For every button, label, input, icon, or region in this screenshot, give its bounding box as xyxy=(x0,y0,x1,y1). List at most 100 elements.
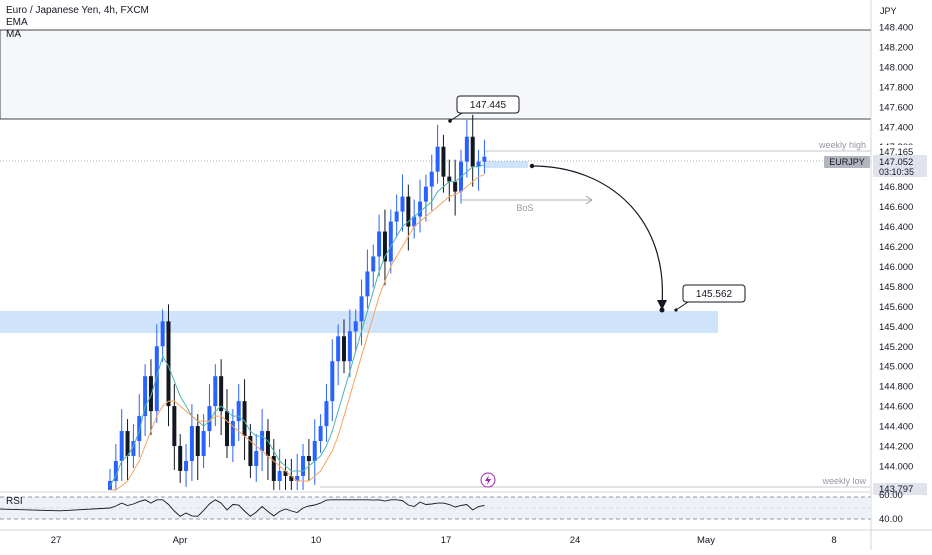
candle-body-41 xyxy=(347,331,352,362)
candle-43 xyxy=(359,279,364,346)
price-tick-9: 146.600 xyxy=(879,202,913,213)
symbol-badge xyxy=(824,156,870,168)
candle-body-2 xyxy=(119,431,124,461)
candle-40 xyxy=(342,319,346,374)
candle-12 xyxy=(178,434,183,483)
current-price: 147.052 xyxy=(879,157,913,168)
candle-body-56 xyxy=(435,146,440,172)
candle-51 xyxy=(406,184,411,251)
candle-54 xyxy=(423,174,428,222)
candle-36 xyxy=(318,414,323,454)
candle-21 xyxy=(230,409,235,462)
candle-body-38 xyxy=(330,361,335,402)
candle-body-51 xyxy=(406,196,411,227)
candle-33 xyxy=(301,444,306,490)
price-tick-11: 146.200 xyxy=(879,242,913,253)
time-tick-4: 24 xyxy=(570,535,581,546)
symbol-title[interactable]: Euro / Japanese Yen, 4h, FXCM xyxy=(6,5,149,16)
candle-body-22 xyxy=(236,401,241,422)
price-tick-15: 145.400 xyxy=(879,322,913,333)
price-axis-currency: JPY xyxy=(880,6,897,16)
candle-45 xyxy=(371,244,376,288)
candle-body-31 xyxy=(289,475,294,481)
candle-body-34 xyxy=(306,456,311,461)
target-callout-pointer xyxy=(675,301,689,311)
price-tick-12: 146.000 xyxy=(879,262,913,273)
target-dot xyxy=(674,308,678,312)
candle-body-48 xyxy=(388,221,393,262)
candle-body-30 xyxy=(283,470,288,476)
candle-body-58 xyxy=(447,176,452,182)
candle-body-21 xyxy=(230,421,235,447)
candle-61 xyxy=(464,119,469,178)
candle-23 xyxy=(242,379,247,461)
candle-19 xyxy=(219,359,224,436)
candle-63 xyxy=(476,149,481,191)
ema-line xyxy=(109,164,485,487)
time-tick-3: 17 xyxy=(441,535,452,546)
candle-body-43 xyxy=(359,296,364,322)
candle-35 xyxy=(312,419,317,485)
candle-body-63 xyxy=(476,161,481,167)
candle-26 xyxy=(260,409,265,471)
candle-body-20 xyxy=(225,411,229,447)
candle-body-9 xyxy=(160,321,165,347)
projection-start-dot xyxy=(529,163,535,169)
ema-indicator-label[interactable]: EMA xyxy=(6,17,28,28)
time-axis[interactable]: 27 Apr 10 17 24 May 8 xyxy=(51,535,837,546)
candle-25 xyxy=(254,434,259,482)
price-tick-2: 148.000 xyxy=(879,62,913,73)
price-tick-19: 144.600 xyxy=(879,402,913,413)
candle-body-27 xyxy=(265,431,270,457)
projection-arrow-head xyxy=(657,300,667,310)
candle-body-37 xyxy=(324,401,329,427)
candle-38 xyxy=(330,339,335,422)
price-tick-5: 147.400 xyxy=(879,122,913,133)
candle-body-45 xyxy=(371,256,376,272)
time-tick-1: Apr xyxy=(173,535,188,546)
candle-body-57 xyxy=(441,146,446,177)
candle-6 xyxy=(143,364,148,437)
ma-indicator-label[interactable]: MA xyxy=(6,29,21,40)
candle-17 xyxy=(207,384,212,448)
peak-callout-pointer xyxy=(449,112,463,122)
lightning-icon xyxy=(485,475,491,485)
candle-body-52 xyxy=(412,216,417,227)
candle-13 xyxy=(184,444,189,487)
projection-target-dot xyxy=(659,307,665,313)
candle-32 xyxy=(295,454,300,490)
price-tick-14: 145.600 xyxy=(879,302,913,313)
candle-29 xyxy=(277,449,282,490)
candle-16 xyxy=(201,414,206,468)
candle-14 xyxy=(189,404,194,481)
weekly-high-label: weekly high xyxy=(818,140,866,150)
peak-callout-label: 147.445 xyxy=(470,100,507,111)
candle-body-26 xyxy=(260,431,265,452)
candle-57 xyxy=(441,134,446,193)
candle-body-59 xyxy=(453,181,458,192)
ma-line xyxy=(110,174,485,491)
candle-34 xyxy=(306,439,311,481)
target-callout-label: 145.562 xyxy=(696,289,733,300)
candle-body-54 xyxy=(423,186,428,202)
price-tick-0: 148.400 xyxy=(879,23,913,34)
candle-body-32 xyxy=(295,475,300,481)
candle-body-29 xyxy=(277,470,282,481)
candle-body-11 xyxy=(172,406,177,447)
price-axis[interactable]: 148.400 148.200 148.000 147.800 147.600 147.4… xyxy=(879,23,913,473)
weekly-low-price-tag xyxy=(873,483,927,495)
candle-body-16 xyxy=(201,431,206,457)
weekly-high-price: 147.165 xyxy=(879,147,913,158)
candle-body-8 xyxy=(154,346,159,412)
candle-50 xyxy=(400,174,405,232)
candle-body-28 xyxy=(271,456,276,481)
candle-body-3 xyxy=(125,431,130,457)
candle-53 xyxy=(418,179,423,233)
countdown: 03:10:35 xyxy=(879,167,914,177)
price-tick-1: 148.200 xyxy=(879,42,913,53)
peak-callout-box xyxy=(456,95,520,114)
supply-zone-small xyxy=(484,161,528,168)
candle-3 xyxy=(125,419,130,480)
